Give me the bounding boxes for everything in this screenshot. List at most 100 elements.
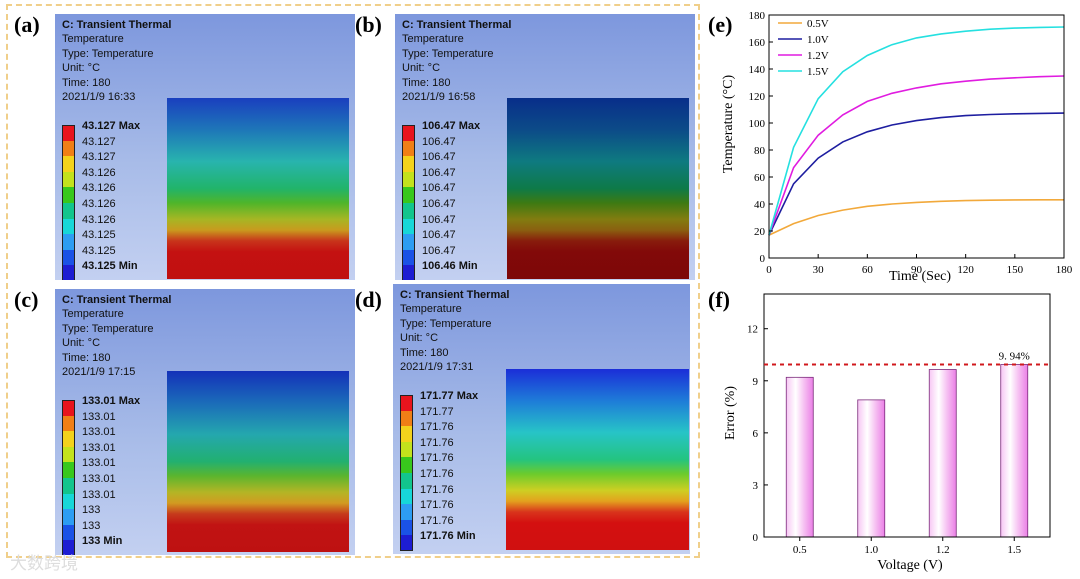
legend-swatch (400, 395, 413, 411)
legend-value: 43.127 (82, 135, 116, 148)
panel-c-line4: Unit: °C (62, 337, 101, 350)
legend-value: 43.126 (82, 182, 116, 195)
e-xtick-label: 120 (957, 264, 974, 276)
e-ytick-label: 80 (754, 145, 766, 157)
e-xlabel: Time (Sec) (889, 269, 951, 284)
legend-value: 171.76 (420, 483, 454, 496)
legend-swatch (402, 125, 415, 141)
legend-swatch (62, 125, 75, 141)
legend-swatch (402, 202, 415, 219)
e-ytick-label: 0 (760, 253, 766, 265)
panel-c-line6: 2021/1/9 17:15 (62, 366, 136, 379)
legend-value: 171.77 Max (420, 390, 479, 402)
panel-c-title: C: Transient Thermal (62, 294, 172, 306)
legend-value: 133.01 (82, 410, 116, 423)
legend-value: 106.47 Max (422, 120, 481, 132)
legend-swatch (62, 171, 75, 188)
f-xtick-label: 0.5 (793, 544, 807, 556)
legend-swatch (62, 202, 75, 219)
legend-swatch (402, 140, 415, 157)
e-xtick-label: 180 (1056, 264, 1073, 276)
panel-d-line3: Type: Temperature (400, 317, 492, 330)
legend-swatch (62, 446, 75, 463)
legend-swatch (62, 462, 75, 478)
legend-swatch (402, 187, 415, 203)
legend-value: 106.47 (422, 229, 456, 242)
panel-a-line4: Unit: °C (62, 62, 101, 75)
panel-d-line4: Unit: °C (400, 332, 439, 345)
legend-value: 171.76 (420, 467, 454, 480)
panel-d-line6: 2021/1/9 17:31 (400, 361, 474, 374)
panel-b-line5: Time: 180 (402, 76, 451, 89)
e-xtick-label: 30 (813, 264, 825, 276)
f-ytick-label: 12 (747, 324, 758, 336)
legend-swatch (62, 509, 75, 525)
label-c: (c) (14, 287, 39, 312)
legend-value: 133.01 (82, 488, 116, 501)
e-xtick-label: 60 (862, 264, 874, 276)
panel-a-line6: 2021/1/9 16:33 (62, 91, 136, 104)
legend-swatch (62, 156, 75, 172)
e-ytick-label: 180 (749, 10, 766, 22)
legend-swatch (400, 410, 413, 427)
f-bar (1000, 364, 1029, 538)
e-xtick-label: 90 (911, 264, 923, 276)
legend-value: 171.76 (420, 499, 454, 512)
legend-swatch (400, 535, 413, 551)
legend-value: 43.125 (82, 244, 116, 257)
panel-a-line3: Type: Temperature (62, 47, 154, 60)
legend-swatch (62, 540, 75, 555)
legend-value: 171.76 (420, 436, 454, 449)
f-plot-frame (763, 293, 1051, 538)
legend-value: 133 (82, 519, 101, 532)
legend-value: 43.126 (82, 166, 116, 179)
legend-value: 43.126 (82, 213, 116, 226)
legend-value: 43.126 (82, 197, 116, 210)
f-ytick-label: 3 (753, 480, 759, 492)
legend-value: 133 Min (82, 535, 123, 548)
legend-swatch (402, 265, 415, 280)
f-ylabel: Error (%) (723, 386, 738, 440)
legend-value: 106.47 (422, 244, 456, 257)
e-xtick-label: 150 (1007, 264, 1024, 276)
legend-value: 43.127 (82, 151, 116, 164)
legend-swatch (62, 187, 75, 203)
legend-swatch (402, 218, 415, 235)
legend-swatch (402, 156, 415, 172)
legend-swatch (402, 171, 415, 188)
legend-value: 133.01 (82, 457, 116, 470)
panel-b-line6: 2021/1/9 16:58 (402, 91, 476, 104)
f-xtick-label: 1.0 (864, 544, 878, 556)
legend-swatch (400, 426, 413, 442)
legend-value: 171.76 Min (420, 530, 476, 543)
e-legend-label: 1.2V (807, 50, 829, 62)
f-ytick-label: 0 (753, 532, 759, 544)
panel-a-temperature-field (167, 98, 349, 279)
panel-a-line5: Time: 180 (62, 76, 111, 89)
f-ytick-label: 9 (753, 376, 759, 388)
legend-value: 106.47 (422, 151, 456, 164)
f-bar (785, 376, 814, 538)
f-xlabel: Voltage (V) (877, 558, 943, 573)
e-ytick-label: 160 (749, 37, 766, 49)
f-xtick-label: 1.5 (1007, 544, 1021, 556)
e-ytick-label: 100 (749, 118, 766, 130)
f-bar (928, 369, 957, 538)
legend-swatch (62, 400, 75, 416)
panel-d-line2: Temperature (400, 303, 462, 316)
label-d: (d) (355, 287, 382, 312)
e-ytick-label: 60 (754, 172, 766, 184)
panel-d-temperature-field (506, 369, 689, 550)
legend-value: 106.47 (422, 182, 456, 195)
legend-value: 106.47 (422, 166, 456, 179)
label-f: (f) (708, 287, 730, 312)
legend-swatch (402, 234, 415, 250)
f-annotation: 9. 94% (999, 350, 1030, 362)
legend-value: 133 (82, 504, 101, 517)
error-voltage-chart: 0 3 6 9 12 0.5 1.0 1.2 1.5 9. 94% Voltage (V) Err… (723, 293, 1051, 573)
legend-value: 133.01 (82, 472, 116, 485)
e-legend-label: 1.5V (807, 66, 829, 78)
e-series-line (768, 199, 1064, 236)
legend-swatch (402, 249, 415, 266)
legend-swatch (62, 431, 75, 447)
